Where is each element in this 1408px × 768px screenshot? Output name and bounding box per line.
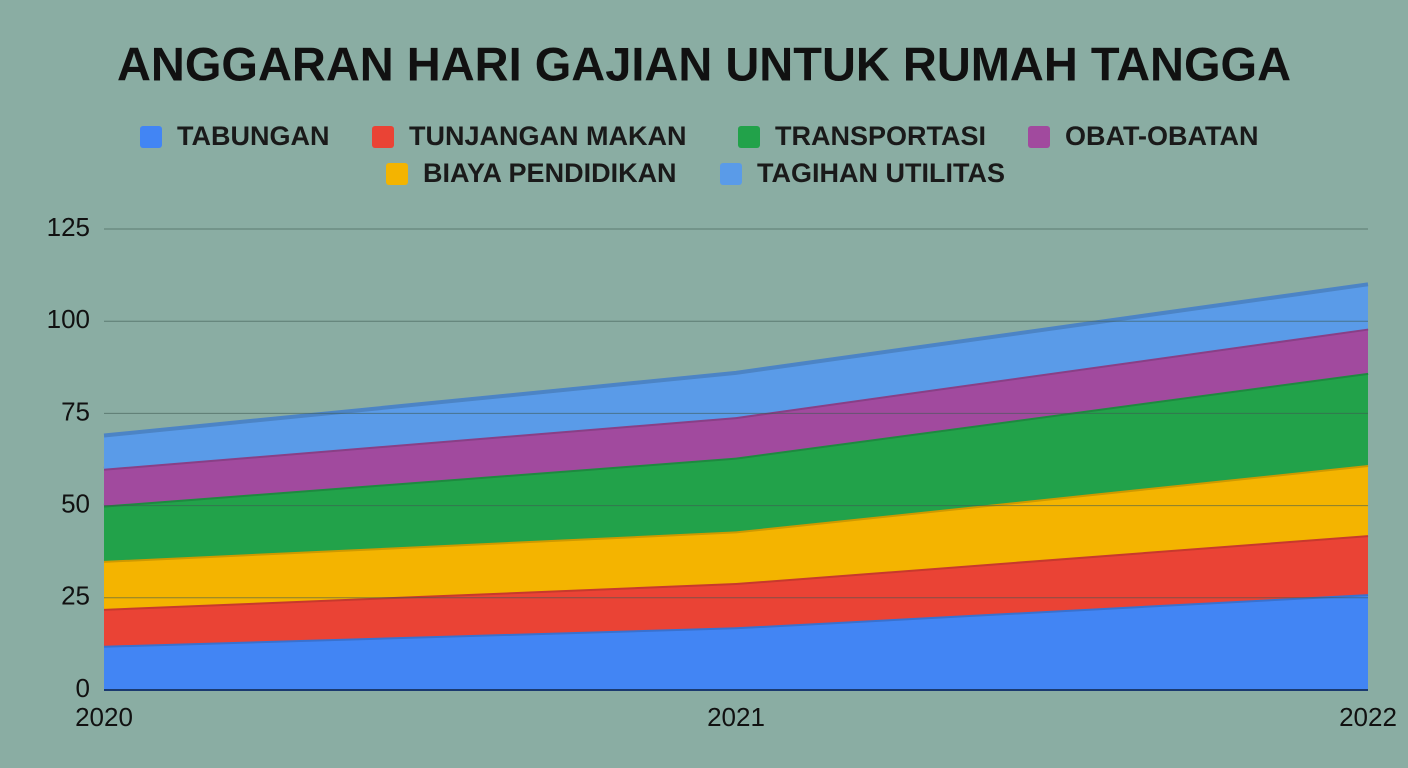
area-edge [103,282,1369,438]
legend-label: TRANSPORTASI [775,121,986,151]
legend-label: OBAT-OBATAN [1065,121,1258,151]
y-tick-label: 0 [76,673,90,703]
legend-swatch [372,126,394,148]
legend-swatch [1028,126,1050,148]
y-tick-label: 100 [47,304,90,334]
y-tick-label: 25 [61,581,90,611]
x-tick-label: 2022 [1339,702,1397,732]
legend-swatch [140,126,162,148]
area [104,372,1368,561]
area [104,594,1368,690]
legend-swatch [738,126,760,148]
y-tick-label: 125 [47,212,90,242]
y-tick-label: 50 [61,488,90,518]
legend-swatch [386,163,408,185]
x-tick-label: 2020 [75,702,133,732]
chart-title: ANGGARAN HARI GAJIAN UNTUK RUMAH TANGGA [117,37,1291,90]
area [104,465,1368,609]
legend-label: TABUNGAN [177,121,329,151]
area [104,535,1368,646]
legend-label: TUNJANGAN MAKAN [409,121,687,151]
legend-label: TAGIHAN UTILITAS [757,158,1005,188]
x-tick-label: 2021 [707,702,765,732]
legend-swatch [720,163,742,185]
y-tick-label: 75 [61,396,90,426]
legend-label: BIAYA PENDIDIKAN [423,158,677,188]
